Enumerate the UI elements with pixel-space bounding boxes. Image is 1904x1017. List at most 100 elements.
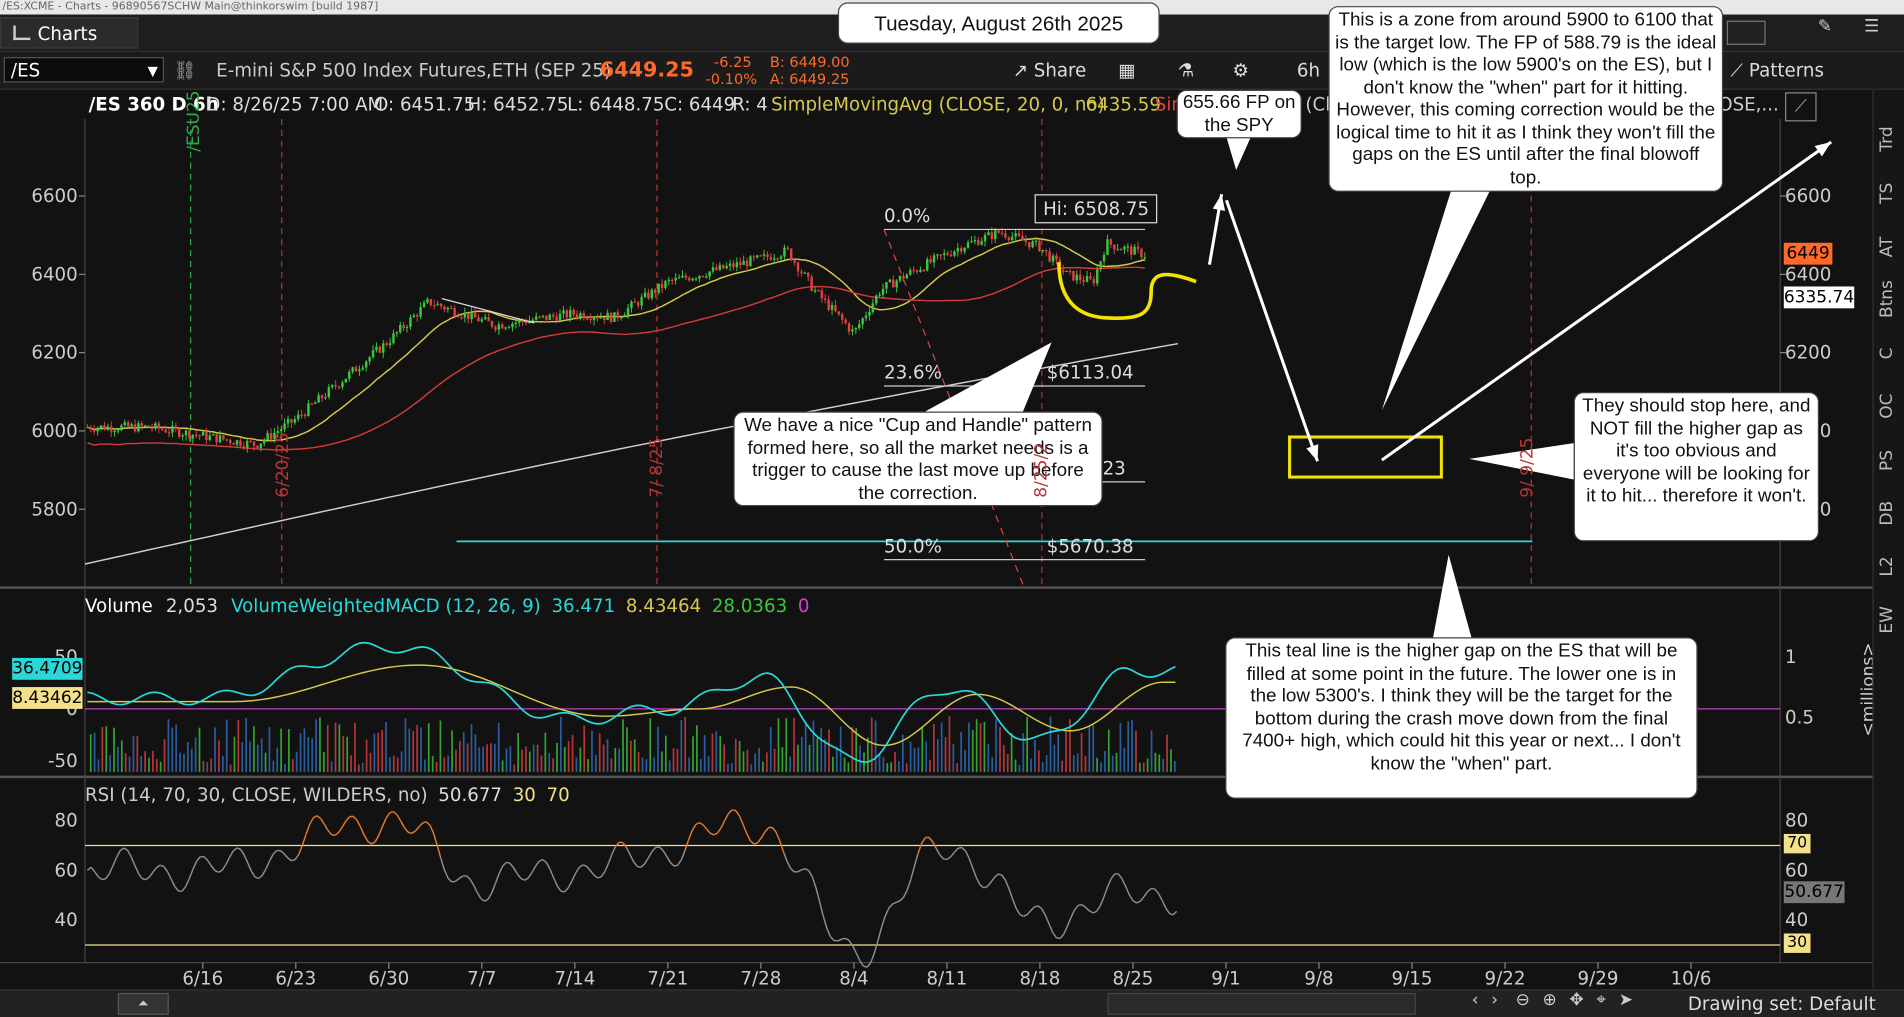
rsi-segment (791, 868, 795, 872)
candle-body (127, 422, 129, 426)
flask-icon[interactable]: ⚗ (1178, 52, 1194, 88)
patterns-button[interactable]: ⟋ Patterns (1730, 52, 1824, 88)
sidebar-item-ps[interactable]: PS (1877, 442, 1901, 478)
menu-icon[interactable]: ☰ (1864, 17, 1879, 36)
volume-bar (560, 717, 562, 772)
pin-icon[interactable]: ✎ (1818, 17, 1832, 36)
rsi-segment (856, 953, 860, 961)
rsi-segment (696, 823, 700, 825)
pct-change: -0.10% (706, 70, 752, 87)
horizontal-scrollbar[interactable] (1107, 993, 1415, 1015)
rsi-segment (641, 864, 645, 868)
rsi-segment (692, 824, 696, 830)
candle-body (776, 258, 778, 259)
candle-body (790, 249, 792, 261)
candle-body (997, 230, 999, 232)
candle-body (396, 332, 398, 333)
candle-body (229, 440, 231, 443)
candle-body (1082, 280, 1084, 282)
volume-bar (906, 763, 908, 772)
candle-body (957, 248, 959, 251)
drawing-set[interactable]: Drawing set: Default (1688, 993, 1876, 1015)
sidebar-item-btns[interactable]: Btns (1877, 282, 1901, 318)
patterns-label: Patterns (1749, 59, 1824, 81)
candle-body (644, 293, 646, 297)
share-icon: ↗ (1013, 59, 1034, 81)
rsi-segment (131, 857, 135, 866)
candle-body (841, 314, 843, 319)
rsi-segment (423, 822, 427, 823)
x-tick-label: 8/18 (1019, 968, 1060, 989)
drawing-tool-icon[interactable]: ⟋ (1785, 92, 1817, 121)
rsi-segment (940, 855, 944, 859)
rsi-segment (313, 816, 317, 818)
link-icon[interactable]: ⛓ (174, 52, 197, 88)
scroll-right-icon[interactable]: › (1491, 991, 1498, 1010)
tab-charts[interactable]: Charts (0, 17, 138, 49)
pan-icon[interactable]: ✥ (1569, 991, 1583, 1010)
rsi-segment (747, 834, 751, 841)
studies-icon[interactable]: ▦ (1118, 52, 1135, 88)
timeframe-button[interactable]: 6h (1297, 52, 1320, 88)
volume-bar (851, 727, 853, 772)
crosshair-icon[interactable]: ⌖ (1596, 991, 1606, 1010)
rsi-segment (659, 847, 663, 850)
sma3-label-end: OSE,... (1718, 90, 1779, 119)
sidebar-item-c[interactable]: C (1877, 335, 1901, 371)
rsi-segment (1071, 910, 1075, 918)
volume-bar (1092, 725, 1094, 772)
candle-body (525, 322, 527, 324)
candle-body (974, 240, 976, 241)
rsi-segment (430, 825, 434, 833)
sidebar-item-l2[interactable]: L2 (1877, 549, 1901, 585)
sidebar-item-ew[interactable]: EW (1877, 602, 1901, 638)
candle-body (562, 310, 564, 313)
rsi-label: RSI (14, 70, 30, CLOSE, WILDERS, no) (85, 784, 428, 806)
candle-body (926, 259, 928, 270)
gear-icon[interactable]: ⚙ (1233, 52, 1249, 88)
layout-box[interactable] (1727, 21, 1766, 45)
sma-value: 6435.59 (1086, 90, 1161, 119)
volume-bar (1077, 753, 1079, 772)
zoom-out-icon[interactable]: ⊖ (1516, 991, 1530, 1010)
cursor-icon[interactable]: ➤ (1619, 991, 1633, 1010)
volume-bar (626, 727, 628, 772)
volume-bar (544, 733, 546, 772)
rsi-segment (419, 823, 423, 827)
candle-body (797, 262, 799, 271)
candle-body (198, 435, 200, 436)
rsi-segment (146, 877, 150, 880)
volume-bar (952, 744, 954, 772)
rsi-segment (612, 846, 616, 854)
candle-body (185, 431, 187, 436)
sidebar-item-at[interactable]: AT (1877, 228, 1901, 264)
candle-body (827, 299, 829, 309)
sidebar-item-ts[interactable]: TS (1877, 175, 1901, 211)
x-tick-label: 7/7 (467, 968, 496, 989)
candle-body (134, 424, 136, 431)
candle-body (725, 266, 727, 268)
expand-icon[interactable]: ⏶ (118, 993, 169, 1015)
x-tick-label: 9/15 (1392, 968, 1433, 989)
sidebar-item-oc[interactable]: OC (1877, 388, 1901, 424)
share-button[interactable]: ↗ Share (1003, 56, 1096, 85)
rsi-segment (699, 823, 703, 825)
volume-bar (918, 747, 920, 772)
candle-body (613, 312, 615, 322)
volume-bar (98, 759, 100, 772)
volume-bar (1019, 765, 1021, 772)
sidebar-item-trd[interactable]: Trd (1877, 121, 1901, 157)
volume-bar (350, 755, 352, 772)
sidebar-item-db[interactable]: DB (1877, 495, 1901, 531)
rsi-segment (543, 860, 547, 863)
rsi-segment (248, 863, 252, 871)
scroll-left-icon[interactable]: ‹ (1472, 991, 1479, 1010)
volume-bar (529, 752, 531, 772)
chevron-down-icon[interactable]: ▼ (148, 58, 158, 83)
rsi-segment (998, 874, 1002, 875)
candle-body (1048, 251, 1050, 261)
volume-bar (669, 760, 671, 772)
rsi-segment (557, 886, 561, 891)
zoom-in-icon[interactable]: ⊕ (1543, 991, 1557, 1010)
symbol-input[interactable]: /ES▼ (4, 57, 164, 82)
